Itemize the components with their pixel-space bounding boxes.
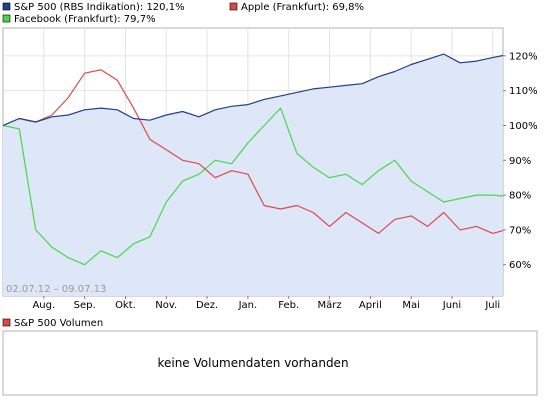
legend-swatch-facebook — [2, 14, 11, 23]
sp500-area-fill — [3, 54, 503, 296]
y-tick-label-4: 100% — [509, 121, 538, 132]
y-tick-label-2: 80% — [509, 191, 531, 202]
x-tick-label-1: Sep. — [74, 300, 96, 311]
x-tick-label-10: Juni — [442, 300, 461, 311]
x-tick-label-9: Mai — [402, 300, 420, 311]
legend-label-facebook: Facebook (Frankfurt): 79,7% — [14, 14, 156, 25]
y-tick-label-0: 60% — [509, 260, 531, 271]
x-axis: Aug. Sep. Okt. Nov. Dez. Jan. Feb. März April Mai… — [32, 296, 500, 311]
x-tick-label-6: Feb. — [278, 300, 299, 311]
x-tick-label-11: Juli — [484, 300, 500, 311]
legend-label-sp500: S&P 500 (RBS Indikation): 120,1% — [14, 2, 185, 13]
legend-swatch-apple — [229, 2, 238, 11]
y-tick-label-6: 120% — [509, 51, 538, 62]
legend-label-apple: Apple (Frankfurt): 69,8% — [241, 2, 364, 13]
volume-legend-label: S&P 500 Volumen — [14, 318, 103, 329]
volume-empty-message: keine Volumendaten vorhanden — [157, 356, 348, 370]
x-tick-label-7: März — [317, 300, 341, 311]
legend: S&P 500 (RBS Indikation): 120,1% Apple (… — [2, 2, 364, 25]
y-tick-label-5: 110% — [509, 86, 538, 97]
date-range: 02.07.12 – 09.07.13 — [6, 284, 106, 295]
volume-legend: S&P 500 Volumen — [2, 318, 103, 329]
sp500-line — [2, 53, 504, 127]
x-tick-label-3: Nov. — [155, 300, 177, 311]
volume-legend-swatch — [2, 318, 11, 327]
series-lines — [2, 53, 504, 266]
volume-panel — [2, 330, 538, 396]
x-tick-label-5: Jan. — [238, 300, 258, 311]
x-tick-label-4: Dez. — [196, 300, 218, 311]
facebook-line — [2, 107, 504, 266]
x-tick-label-8: April — [359, 300, 382, 311]
y-tick-label-3: 90% — [509, 156, 531, 167]
x-tick-label-0: Aug. — [32, 300, 55, 311]
legend-swatch-sp500 — [2, 2, 11, 11]
y-axis: 60% 70% 80% 90% 100% 110% 120% — [503, 51, 538, 271]
y-tick-label-1: 70% — [509, 225, 531, 236]
x-tick-label-2: Okt. — [115, 300, 136, 311]
apple-line — [2, 69, 504, 234]
